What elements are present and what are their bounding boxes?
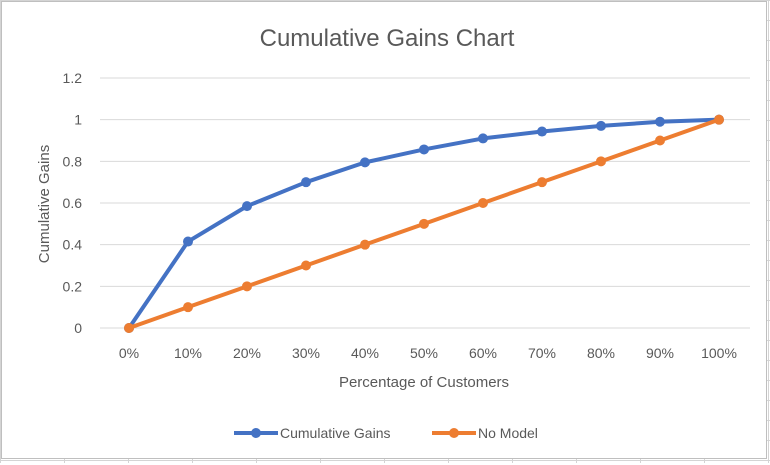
y-tick-label: 0.6	[63, 195, 83, 211]
legend-item[interactable]: No Model	[432, 425, 538, 441]
data-point[interactable]	[301, 177, 311, 188]
legend-label: No Model	[478, 425, 538, 441]
series-layer	[124, 114, 724, 333]
legend-marker	[449, 428, 459, 438]
data-point[interactable]	[360, 239, 370, 250]
data-point[interactable]	[655, 135, 665, 146]
x-tick-label: 10%	[174, 345, 202, 361]
x-tick-label: 100%	[701, 345, 737, 361]
data-point[interactable]	[301, 260, 311, 271]
y-tick-label: 0.8	[63, 153, 83, 169]
data-point[interactable]	[419, 218, 429, 229]
x-tick-label: 70%	[528, 345, 556, 361]
x-tick-label: 90%	[646, 345, 674, 361]
legend-marker	[251, 428, 261, 438]
x-tick-label: 60%	[469, 345, 497, 361]
x-tick-label: 20%	[233, 345, 261, 361]
y-tick-label: 0.4	[63, 237, 83, 253]
y-tick-label: 0	[74, 320, 82, 336]
gridlines	[100, 77, 750, 329]
data-point[interactable]	[714, 114, 724, 125]
y-tick-label: 0.2	[63, 278, 83, 294]
x-tick-labels: 0% 10% 20% 30% 40% 50% 60% 70% 80% 90% 100%	[119, 345, 737, 361]
data-point[interactable]	[655, 116, 665, 127]
y-tick-labels: 0 0.2 0.4 0.6 0.8 1 1.2	[63, 70, 83, 336]
data-point[interactable]	[242, 281, 252, 292]
data-point[interactable]	[242, 201, 252, 212]
legend-item[interactable]: Cumulative Gains	[234, 425, 391, 441]
data-point[interactable]	[183, 302, 193, 313]
y-tick-label: 1.2	[63, 70, 83, 86]
data-point[interactable]	[124, 323, 134, 333]
data-point[interactable]	[596, 120, 606, 131]
data-point[interactable]	[478, 133, 488, 144]
data-point[interactable]	[183, 236, 193, 247]
cumulative-gains-chart: Cumulative Gains Chart Cumulative Gains …	[36, 25, 750, 441]
x-tick-label: 80%	[587, 345, 615, 361]
data-point[interactable]	[596, 156, 606, 167]
chart-title: Cumulative Gains Chart	[260, 25, 515, 52]
data-point[interactable]	[537, 126, 547, 137]
legend[interactable]: Cumulative Gains No Model	[234, 425, 538, 441]
x-tick-label: 50%	[410, 345, 438, 361]
x-tick-label: 30%	[292, 345, 320, 361]
x-axis-label: Percentage of Customers	[339, 374, 509, 391]
y-tick-label: 1	[74, 112, 82, 128]
chart-area[interactable]: Cumulative Gains Chart Cumulative Gains …	[1, 1, 767, 459]
legend-label: Cumulative Gains	[280, 425, 391, 441]
x-tick-label: 40%	[351, 345, 379, 361]
data-point[interactable]	[360, 157, 370, 168]
data-point[interactable]	[537, 177, 547, 188]
x-tick-label: 0%	[119, 345, 139, 361]
data-point[interactable]	[478, 198, 488, 208]
data-point[interactable]	[419, 144, 429, 155]
y-axis-label: Cumulative Gains	[36, 145, 53, 263]
